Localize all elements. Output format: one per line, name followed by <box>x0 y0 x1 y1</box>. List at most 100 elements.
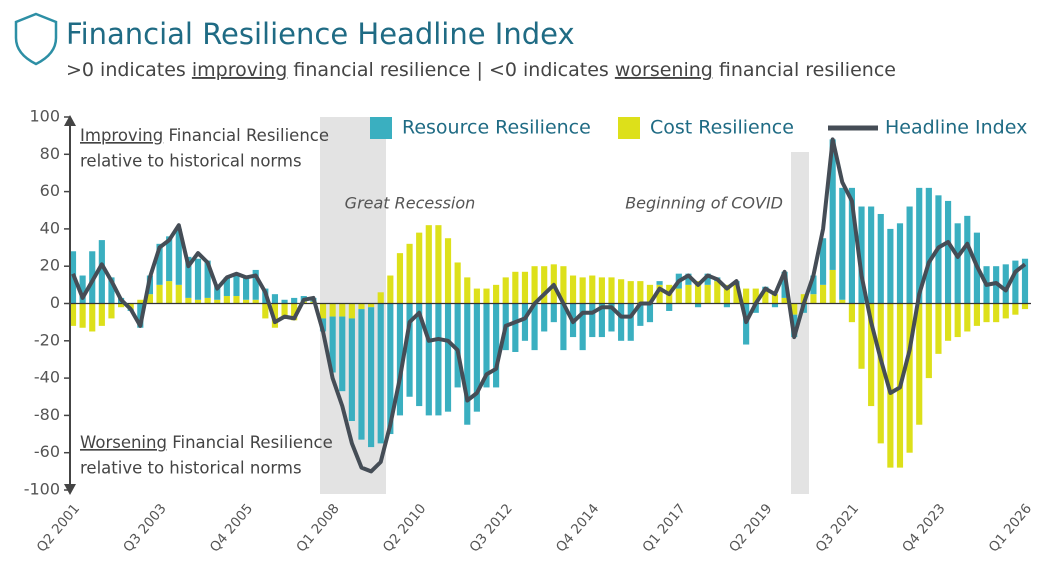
bar <box>848 303 855 323</box>
bar <box>387 275 394 304</box>
x-tick-label: Q1 2008 <box>293 501 342 556</box>
bar <box>396 253 404 304</box>
bar <box>993 303 1000 323</box>
bar <box>810 294 817 304</box>
bar <box>271 294 279 304</box>
bar <box>896 223 904 304</box>
bar <box>348 303 355 319</box>
bar <box>569 275 577 304</box>
bar <box>339 316 346 392</box>
bar <box>877 303 884 444</box>
bar <box>839 299 846 304</box>
subtitle-part: worsening <box>615 59 713 81</box>
bar <box>868 206 875 304</box>
bar <box>560 303 567 351</box>
legend-swatch <box>618 117 640 139</box>
bar <box>223 296 230 304</box>
x-tick-label: Q4 2014 <box>553 501 602 556</box>
y-tick-label: -100 <box>24 480 60 499</box>
bar <box>416 232 423 304</box>
bar <box>1002 264 1009 304</box>
bar <box>358 303 365 310</box>
bar <box>252 299 259 304</box>
bar <box>137 299 144 304</box>
bar <box>656 284 663 304</box>
bar <box>444 238 452 304</box>
bar <box>858 303 865 369</box>
bar <box>464 277 471 304</box>
bar <box>983 303 990 323</box>
shield-icon <box>14 12 58 66</box>
bar <box>194 258 202 300</box>
bar <box>954 303 961 338</box>
bar <box>406 243 413 304</box>
subtitle-part: improving <box>192 59 288 81</box>
bar <box>666 303 673 311</box>
bar <box>243 299 250 304</box>
bar <box>791 303 798 315</box>
bar <box>608 277 615 304</box>
bar <box>916 303 923 425</box>
bar <box>579 303 586 351</box>
x-tick-label: Q3 2021 <box>813 501 862 556</box>
bar <box>618 303 625 341</box>
bar <box>339 303 346 317</box>
x-tick-label: Q2 2019 <box>726 501 775 556</box>
bar <box>541 266 548 304</box>
bar <box>79 303 86 328</box>
y-tick-label: 100 <box>29 107 60 126</box>
bar <box>781 297 788 304</box>
bar <box>944 303 952 341</box>
bar <box>579 277 586 304</box>
bar <box>89 303 96 332</box>
bar <box>166 236 173 282</box>
bar <box>233 296 240 304</box>
bar <box>819 238 827 285</box>
bar <box>858 206 865 304</box>
legend-label: Cost Resilience <box>650 117 794 139</box>
bar <box>954 223 961 304</box>
bar <box>704 284 711 304</box>
bar <box>329 316 336 373</box>
bar <box>589 303 596 338</box>
bar <box>146 294 154 304</box>
bar <box>252 269 259 300</box>
bar <box>531 303 538 351</box>
bar <box>589 275 596 304</box>
bar <box>464 303 471 425</box>
bar <box>377 292 384 304</box>
subtitle-part: financial resilience | <0 indicates <box>287 59 614 81</box>
bar <box>396 303 404 416</box>
x-tick-label: Q2 2010 <box>380 501 429 556</box>
x-tick-label: Q4 2005 <box>207 501 256 556</box>
bar <box>694 281 702 304</box>
bar <box>598 303 605 338</box>
bar <box>521 271 529 304</box>
bar <box>291 303 298 321</box>
bar <box>685 273 692 285</box>
chart-subtitle: >0 indicates improving financial resilie… <box>66 59 896 81</box>
bar <box>493 303 500 388</box>
bar <box>473 303 480 412</box>
y-tick-label: 40 <box>40 218 60 237</box>
bar <box>848 187 855 304</box>
x-tick-label: Q1 2026 <box>986 501 1035 556</box>
bar <box>637 303 644 326</box>
legend-label: Resource Resilience <box>402 117 591 139</box>
bar <box>646 284 654 304</box>
bar <box>925 303 932 379</box>
y-tick-label: -80 <box>34 405 60 424</box>
bar <box>646 303 654 323</box>
bar <box>185 256 192 298</box>
bar <box>771 294 779 304</box>
bar <box>1012 303 1019 315</box>
y-tick-label: 80 <box>40 144 60 163</box>
bar <box>618 279 625 304</box>
bar <box>752 288 759 304</box>
bar <box>281 299 288 304</box>
bottom-note: relative to historical norms <box>80 459 302 478</box>
bar <box>694 303 702 308</box>
bar <box>223 277 230 297</box>
x-tick-label: Q3 2003 <box>120 501 169 556</box>
bar <box>493 284 500 304</box>
